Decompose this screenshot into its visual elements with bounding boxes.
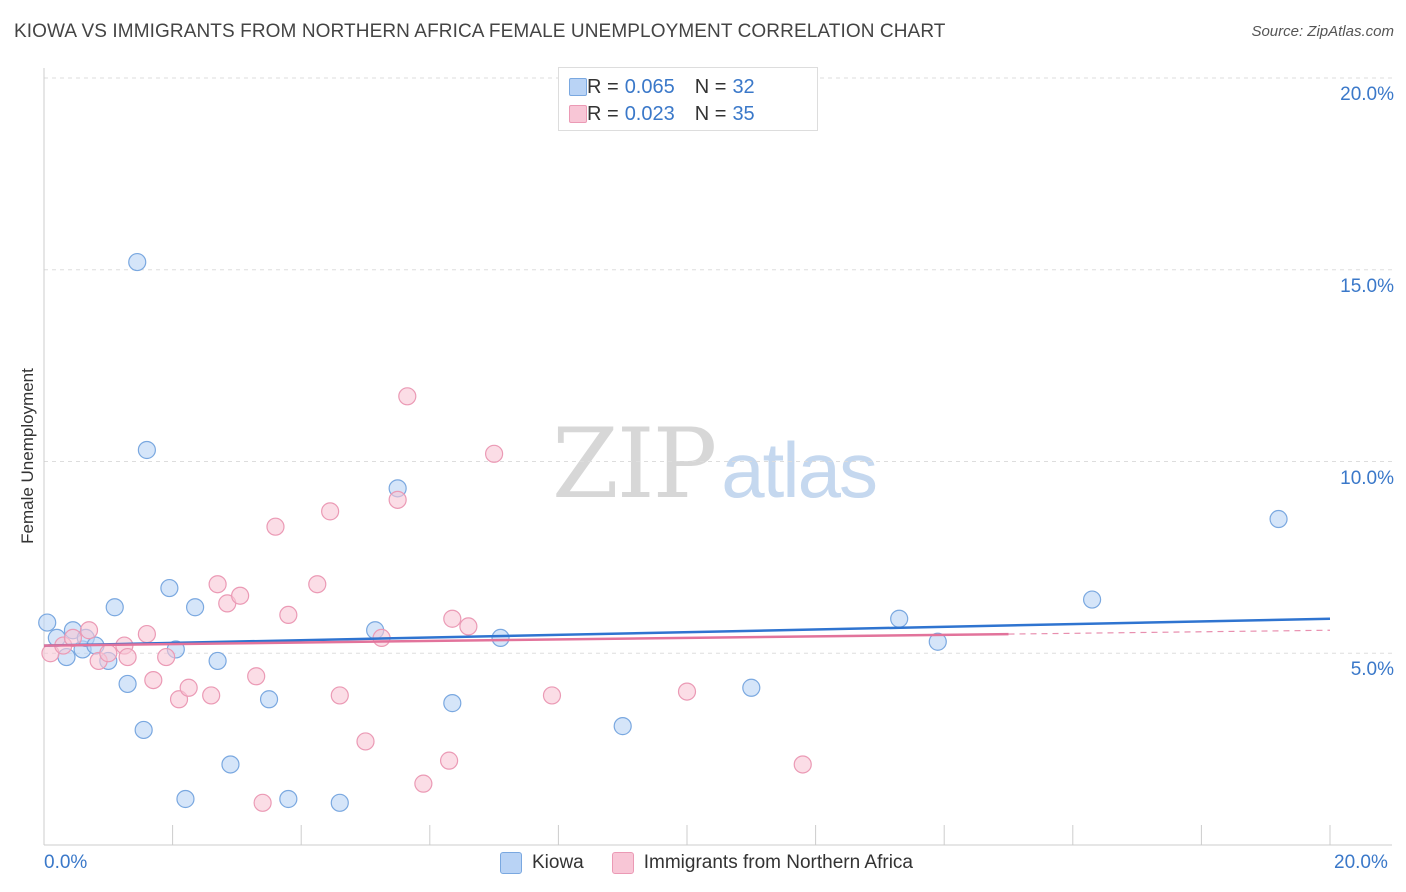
- immigrants-point: [79, 621, 99, 640]
- series-legend: Kiowa Immigrants from Northern Africa: [500, 852, 941, 874]
- immigrants-point: [398, 387, 417, 406]
- immigrants-point: [459, 617, 478, 636]
- kiowa-trend-line: [43, 617, 1331, 647]
- immigrants-point: [485, 444, 504, 463]
- y-tick-label: 5.0%: [1350, 659, 1394, 681]
- kiowa-point: [928, 632, 947, 651]
- kiowa-point: [1269, 509, 1288, 529]
- immigrants-point: [208, 575, 227, 594]
- kiowa-point: [221, 755, 240, 774]
- immigrants-point: [99, 644, 118, 663]
- kiowa-point: [128, 252, 147, 272]
- kiowa-point: [259, 690, 279, 709]
- kiowa-point: [742, 678, 761, 697]
- kiowa-point: [134, 720, 153, 740]
- kiowa-point: [613, 717, 632, 736]
- trend-lines: [43, 617, 1331, 647]
- r-value: 0.065: [624, 75, 675, 98]
- x-tick-label-max: 20.0%: [1334, 852, 1388, 873]
- kiowa-swatch: [500, 852, 522, 874]
- kiowa-point: [176, 789, 195, 809]
- n-value: 32: [732, 75, 755, 98]
- x-tick-label-min: 0.0%: [44, 852, 88, 873]
- r-value: 0.023: [624, 102, 675, 125]
- gridlines: [44, 77, 1392, 654]
- immigrants-point: [414, 774, 433, 793]
- n-label: N =: [694, 75, 727, 98]
- watermark-atlas: atlas: [721, 426, 878, 514]
- immigrants-swatch: [611, 852, 634, 874]
- y-tick-label: 15.0%: [1340, 275, 1394, 297]
- legend-item-immigrants[interactable]: Immigrants from Northern Africa: [611, 852, 913, 874]
- kiowa-point: [118, 674, 137, 694]
- immigrants-point: [253, 793, 272, 812]
- watermark: ZIPatlas: [552, 408, 878, 520]
- n-label: N =: [694, 102, 727, 125]
- kiowa-point: [1082, 590, 1102, 609]
- y-tick-label: 10.0%: [1340, 467, 1394, 489]
- immigrants-point: [439, 751, 459, 770]
- kiowa-point: [186, 598, 205, 617]
- immigrants-point: [137, 624, 156, 644]
- r-label: R =: [587, 102, 619, 125]
- r-label: R =: [587, 75, 619, 98]
- legend-label: Immigrants from Northern Africa: [643, 852, 913, 873]
- immigrants-point: [330, 686, 349, 705]
- immigrants-point: [356, 732, 375, 751]
- y-tick-label: 20.0%: [1340, 84, 1394, 105]
- data-points: [38, 252, 1288, 812]
- kiowa-point: [137, 440, 156, 460]
- correlation-legend: R = 0.065 N = 32 R = 0.023 N = 35: [558, 67, 818, 131]
- kiowa-point: [160, 578, 179, 598]
- immigrants-point: [321, 502, 340, 521]
- immigrants-point: [266, 517, 285, 536]
- n-value: 35: [732, 102, 755, 125]
- immigrants-point: [118, 647, 137, 667]
- immigrants-trend-extension: [1008, 629, 1331, 635]
- watermark-zip: ZIP: [552, 408, 717, 520]
- kiowa-point: [890, 609, 909, 628]
- kiowa-swatch: [569, 78, 587, 96]
- immigrants-point: [179, 678, 198, 697]
- kiowa-point: [38, 613, 57, 632]
- chart-title: KIOWA VS IMMIGRANTS FROM NORTHERN AFRICA…: [14, 21, 946, 42]
- immigrants-point: [144, 670, 163, 690]
- immigrants-point: [308, 575, 327, 594]
- immigrants-point: [231, 586, 250, 605]
- kiowa-point: [279, 789, 298, 809]
- immigrants-point: [247, 667, 266, 686]
- legend-row-kiowa: R = 0.065 N = 32: [569, 75, 755, 99]
- immigrants-trend-line: [43, 632, 1009, 647]
- kiowa-point: [491, 628, 510, 648]
- source-credit: Source: ZipAtlas.com: [1251, 23, 1394, 40]
- immigrants-point: [157, 647, 176, 667]
- kiowa-point: [208, 651, 227, 671]
- immigrants-swatch: [569, 105, 587, 123]
- immigrants-point: [279, 605, 298, 625]
- legend-label: Kiowa: [532, 852, 584, 873]
- kiowa-point: [105, 598, 124, 617]
- immigrants-point: [677, 682, 697, 701]
- immigrants-point: [202, 686, 221, 705]
- legend-item-kiowa[interactable]: Kiowa: [500, 852, 584, 874]
- legend-row-immigrants: R = 0.023 N = 35: [569, 102, 755, 126]
- y-axis-label: Female Unemployment: [18, 368, 37, 544]
- immigrants-point: [793, 755, 812, 774]
- axes: [43, 68, 1392, 846]
- immigrants-point: [542, 686, 562, 705]
- kiowa-point: [330, 793, 349, 812]
- kiowa-point: [443, 694, 462, 713]
- immigrants-point: [443, 609, 462, 628]
- immigrants-point: [388, 490, 407, 509]
